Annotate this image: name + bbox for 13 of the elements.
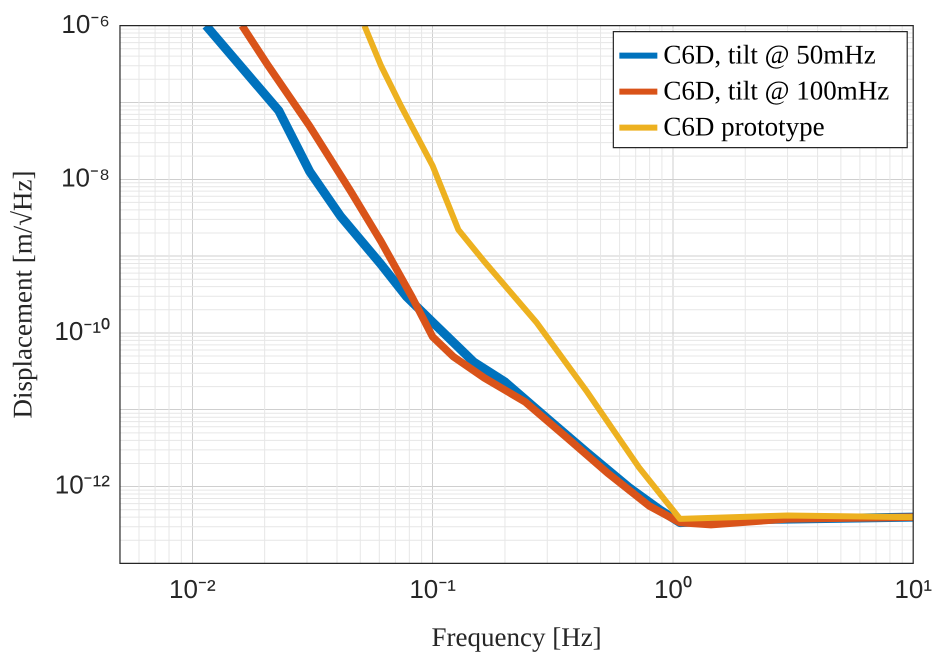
legend-label: C6D, tilt @ 50mHz — [663, 40, 876, 70]
x-axis-title: Frequency [Hz] — [432, 622, 602, 652]
y-tick-label: 10⁻⁶ — [61, 8, 110, 39]
legend-label: C6D, tilt @ 100mHz — [663, 76, 890, 106]
y-tick-label: 10⁻¹⁰ — [54, 316, 110, 346]
x-tick-label: 10⁰ — [654, 574, 692, 604]
x-tick-label: 10¹ — [894, 574, 932, 604]
y-axis-title: Displacement [m/√Hz] — [7, 170, 38, 418]
x-tick-label: 10⁻² — [169, 574, 216, 604]
y-tick-label: 10⁻¹² — [54, 470, 110, 500]
legend-label: C6D prototype — [663, 112, 825, 142]
x-tick-label: 10⁻¹ — [409, 574, 456, 604]
y-tick-label: 10⁻⁸ — [61, 162, 110, 192]
